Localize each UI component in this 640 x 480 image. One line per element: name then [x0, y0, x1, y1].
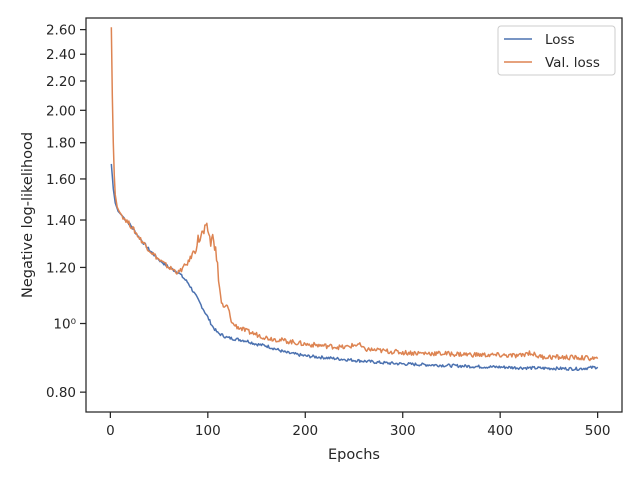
- x-tick-label: 0: [106, 423, 115, 439]
- x-tick-label: 500: [585, 423, 611, 439]
- x-axis-ticks: 0 100 200 300 400 500: [106, 412, 611, 439]
- series-layer: [110, 27, 599, 372]
- legend-label: Loss: [545, 32, 575, 48]
- y-tick-label: 2.40: [46, 47, 76, 63]
- plot-frame: [85, 17, 623, 413]
- x-tick-label: 200: [292, 423, 318, 439]
- x-tick-label: 100: [195, 423, 221, 439]
- y-tick-label: 2.00: [46, 103, 76, 119]
- y-tick-label: 0.80: [46, 385, 76, 401]
- series-line-val-loss: [110, 27, 599, 362]
- y-tick-label: 2.60: [46, 23, 76, 39]
- y-axis-label: Negative log-likelihood: [20, 132, 36, 298]
- legend-label: Val. loss: [545, 55, 600, 71]
- y-tick-label: 1.40: [46, 213, 76, 229]
- legend: Loss Val. loss: [497, 25, 616, 76]
- y-tick-label: 2.20: [46, 74, 76, 90]
- y-axis-ticks: 0.80 10⁰ 1.20 1.40 1.60 1.80 2.00 2.20 2.40 2.60: [46, 23, 86, 401]
- x-tick-label: 300: [390, 423, 416, 439]
- y-tick-label: 1.60: [46, 172, 76, 188]
- x-tick-label: 400: [487, 423, 513, 439]
- series-line-loss: [110, 163, 599, 372]
- y-tick-label: 1.20: [46, 260, 76, 276]
- y-tick-label: 10⁰: [53, 317, 76, 333]
- x-axis-label: Epochs: [328, 447, 380, 463]
- y-tick-label: 1.80: [46, 136, 76, 152]
